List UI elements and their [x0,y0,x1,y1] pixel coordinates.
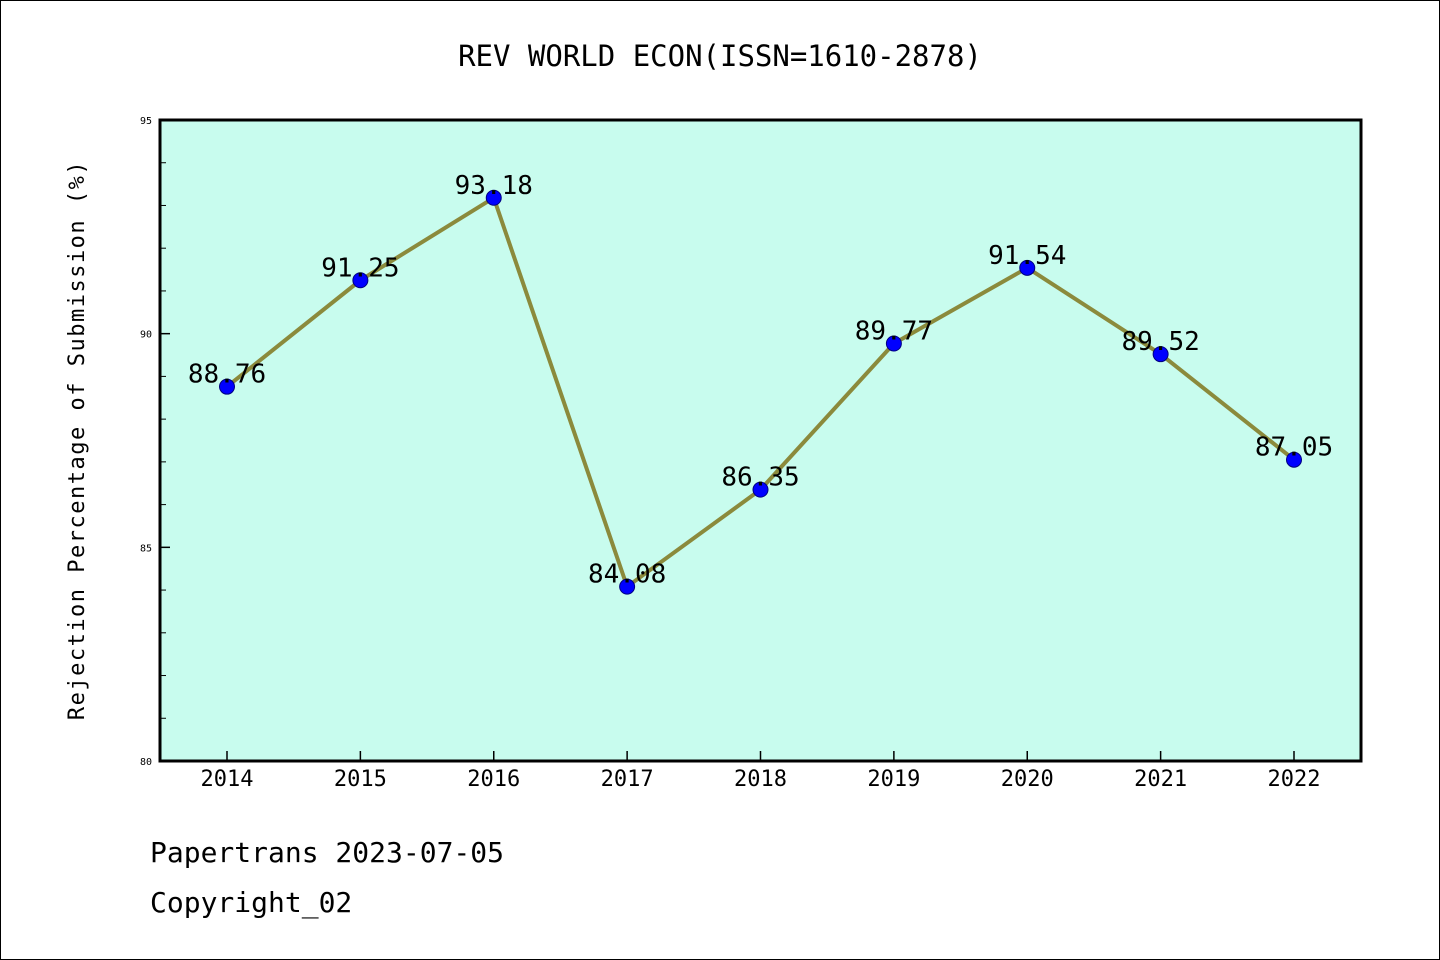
data-point [485,189,502,206]
x-tick-label: 2021 [1134,767,1187,792]
y-tick-label: 80 [140,757,152,768]
series-markers [219,189,1302,595]
data-point [219,378,235,395]
data-point [352,272,369,289]
data-label: 87.05 [1255,433,1333,463]
x-tick-label: 2017 [601,767,654,792]
footer-copyright: Copyright_02 [150,886,353,919]
x-axis-ticks: 2014 2015 2016 2017 2018 2019 2020 2021 2022 [201,751,1321,792]
data-point [752,481,769,498]
y-tick-label: 90 [140,330,152,341]
data-label: 88.76 [188,360,266,390]
x-tick-label: 2016 [467,767,520,792]
data-labels: 88.76 91.25 93.18 84.08 86.35 89.77 91.54 89.52… [188,171,1333,590]
x-tick-label: 2020 [1001,767,1054,792]
y-axis-ticks: 80 85 90 95 [140,116,170,768]
x-tick-label: 2019 [867,767,920,792]
data-label: 91.25 [321,253,399,283]
x-tick-label: 2015 [334,767,387,792]
y-axis-label: Rejection Percentage of Submission (%) [65,160,90,720]
data-label: 89.52 [1121,327,1199,357]
data-point [1286,451,1302,468]
x-tick-label: 2018 [734,767,787,792]
y-tick-label: 95 [140,116,152,127]
chart-title: REV WORLD ECON(ISSN=1610-2878) [458,39,982,73]
data-label: 86.35 [721,463,799,493]
x-tick-label: 2014 [201,767,254,792]
x-tick-label: 2022 [1268,767,1321,792]
y-tick-label: 85 [140,543,152,554]
data-label: 91.54 [988,241,1066,271]
data-point [619,578,636,595]
data-label: 93.18 [455,171,533,201]
data-point [1019,259,1036,276]
data-point [1152,346,1169,363]
plot-area [158,118,1363,763]
data-label: 89.77 [855,316,933,346]
data-point [885,335,902,352]
footer-date: Papertrans 2023-07-05 [150,836,505,869]
y-minor-ticks [160,162,166,719]
data-label: 84.08 [588,560,666,590]
